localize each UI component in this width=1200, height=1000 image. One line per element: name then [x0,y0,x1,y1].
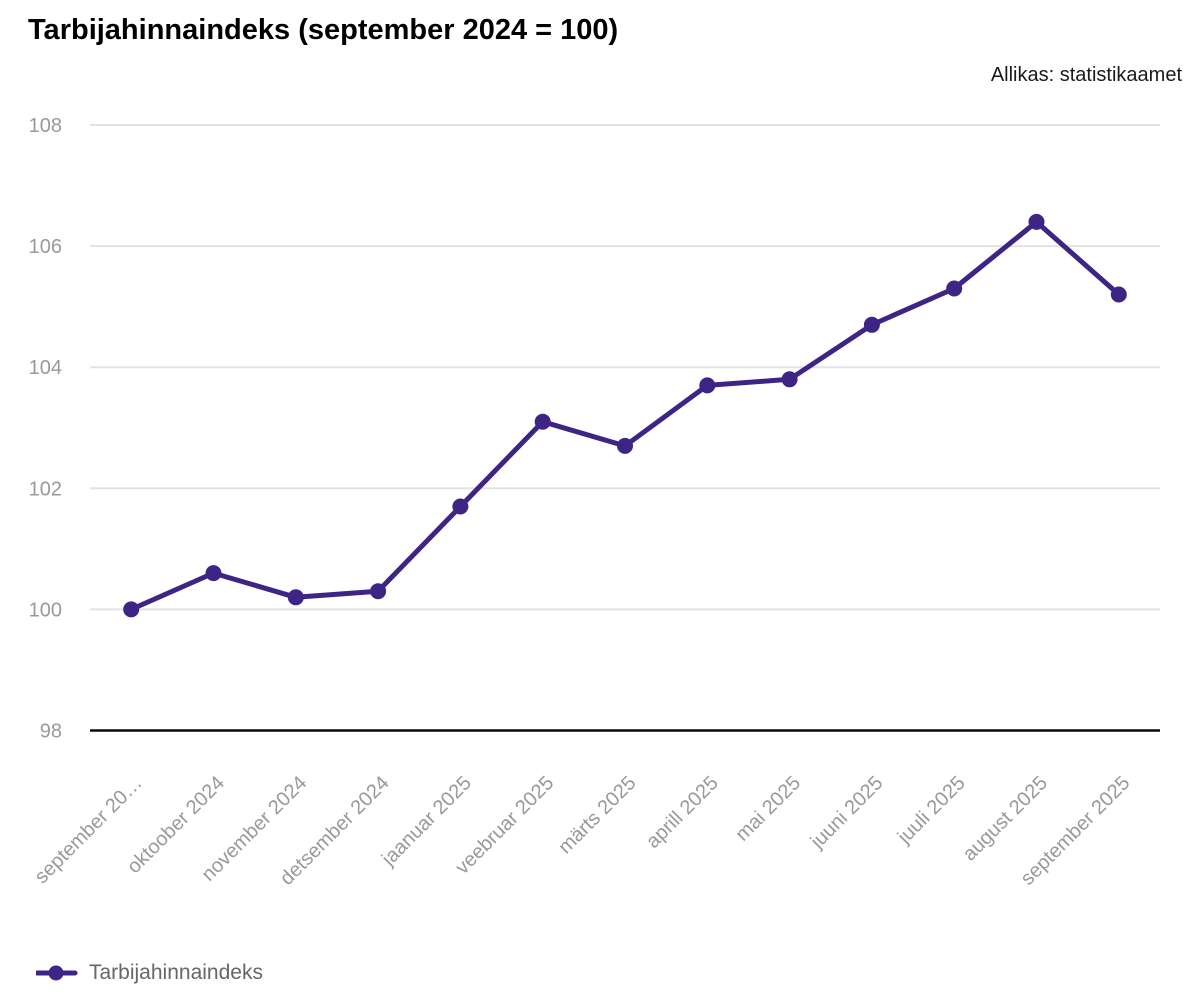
data-point[interactable] [946,280,963,297]
data-point[interactable] [123,601,140,618]
chart-title: Tarbijahinnaindeks (september 2024 = 100… [28,14,619,46]
x-tick-label: juuli 2025 [893,772,970,849]
legend: Tarbijahinnaindeks [36,961,263,985]
data-point[interactable] [1110,286,1127,303]
y-tick-label: 100 [29,599,62,621]
data-point[interactable] [452,498,469,515]
data-point[interactable] [534,413,551,430]
y-tick-label: 98 [40,721,62,743]
data-point[interactable] [781,371,798,388]
series-line [128,219,1122,612]
data-point[interactable] [1028,213,1045,230]
data-point[interactable] [370,583,387,600]
data-point[interactable] [699,377,716,394]
data-point[interactable] [287,589,304,606]
data-point[interactable] [617,437,633,454]
legend-item-tarbijahinnaindeks[interactable]: Tarbijahinnaindeks [36,961,263,985]
x-tick-label: mai 2025 [731,772,805,846]
y-tick-label: 104 [29,357,62,379]
data-point[interactable] [863,316,880,333]
x-tick-label: juuni 2025 [806,772,888,854]
legend-label: Tarbijahinnaindeks [89,961,263,984]
x-tick-label: september 20… [31,772,147,888]
source-note: Allikas: statistikaamet [990,64,1182,86]
y-tick-label: 102 [29,478,62,500]
x-tick-label: aprill 2025 [642,772,723,853]
legend-line-dot-icon [36,965,78,981]
y-tick-label: 108 [29,115,62,137]
y-tick-label: 106 [29,236,62,258]
data-point[interactable] [205,565,222,582]
x-tick-label: märts 2025 [554,772,640,858]
